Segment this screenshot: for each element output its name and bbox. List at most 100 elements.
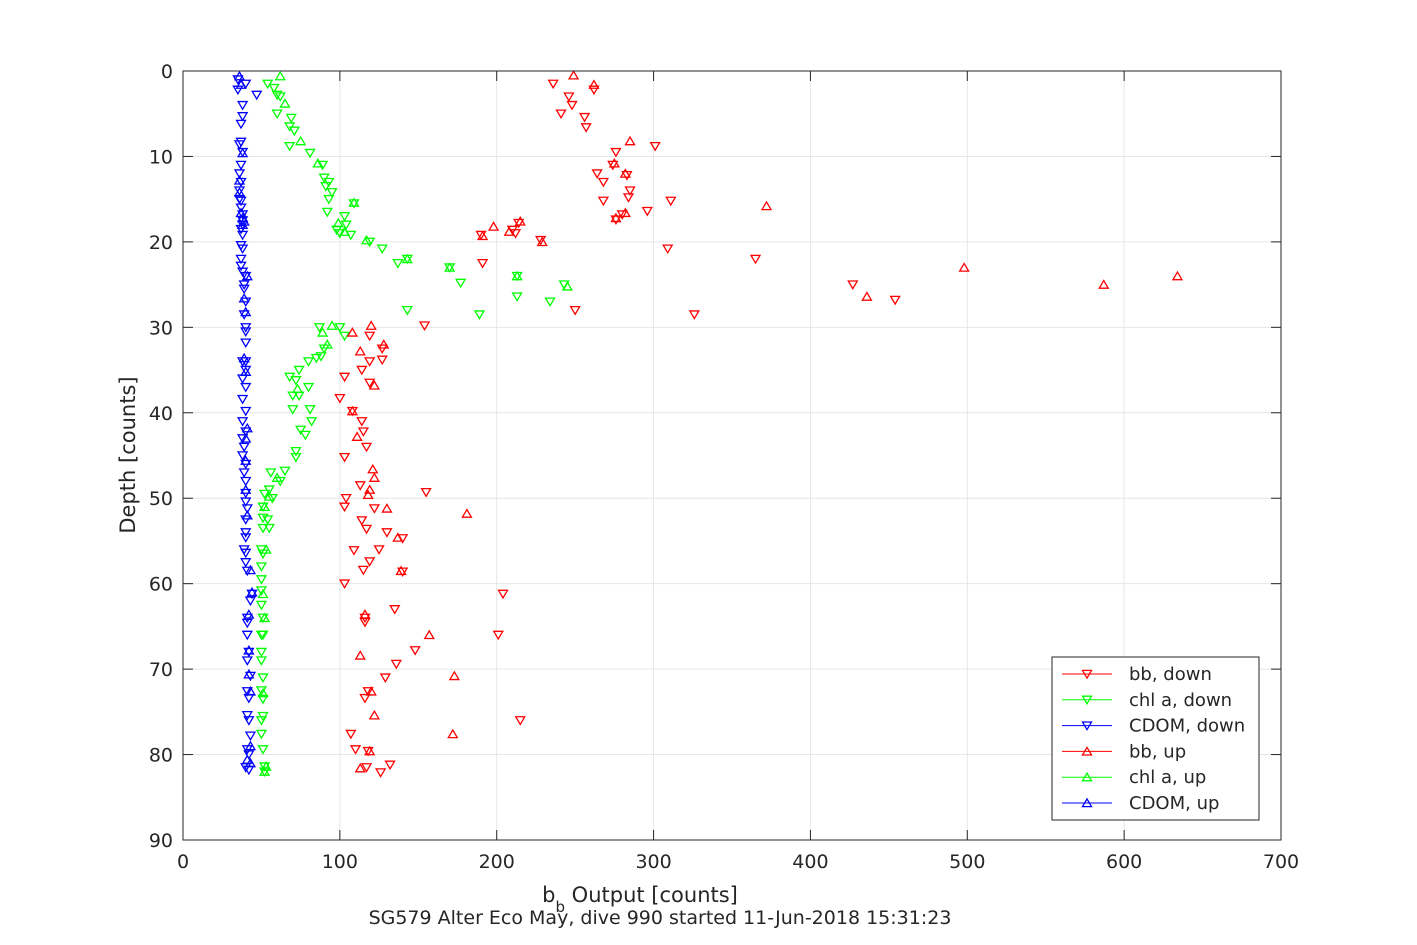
data-point	[315, 352, 327, 362]
data-point	[348, 199, 360, 209]
data-point	[348, 546, 360, 556]
data-point	[233, 169, 246, 179]
data-point	[392, 532, 404, 542]
data-point	[376, 244, 388, 255]
data-point	[340, 220, 352, 231]
data-point	[241, 618, 253, 629]
data-point	[262, 515, 274, 525]
data-point	[354, 650, 366, 660]
data-point	[235, 203, 247, 214]
data-point	[597, 177, 610, 188]
data-point	[389, 605, 401, 615]
data-point	[255, 716, 268, 726]
data-point	[235, 196, 247, 207]
data-point	[610, 212, 622, 223]
data-point	[418, 321, 431, 331]
data-point	[367, 463, 379, 474]
data-point	[244, 731, 257, 742]
legend-item: bb, up	[1062, 741, 1186, 762]
data-point	[760, 200, 773, 211]
data-point	[263, 485, 275, 496]
data-point	[364, 357, 376, 367]
data-point	[619, 207, 631, 218]
y-tick-label: 0	[161, 61, 173, 83]
y-axis-ticks: 0 10 20 30 40 50 60 70 80 90	[149, 61, 1281, 852]
data-point	[243, 668, 255, 679]
data-point	[395, 565, 407, 576]
data-point	[291, 383, 304, 394]
y-tick-label: 80	[149, 745, 173, 767]
data-point	[346, 405, 359, 416]
x-axis-label-subscript: b	[555, 898, 565, 916]
data-point	[240, 484, 252, 494]
data-point	[258, 489, 271, 500]
data-point	[240, 558, 252, 568]
data-point	[279, 98, 291, 108]
data-point	[332, 217, 344, 228]
data-point	[396, 567, 409, 578]
data-point	[265, 468, 277, 478]
y-tick-label: 30	[149, 317, 173, 339]
data-point	[241, 656, 253, 666]
data-point	[257, 523, 269, 534]
data-point	[257, 687, 269, 698]
data-point	[354, 481, 366, 491]
data-point	[591, 169, 603, 179]
data-point	[338, 372, 351, 383]
data-point	[326, 188, 338, 198]
data-point	[279, 466, 291, 477]
data-point	[243, 716, 255, 726]
data-point	[381, 503, 393, 513]
data-point	[381, 528, 393, 538]
legend-item: bb, down	[1062, 664, 1212, 685]
data-point	[622, 193, 635, 203]
data-point	[588, 85, 600, 96]
data-point	[376, 355, 388, 366]
data-point	[360, 524, 373, 535]
data-point	[240, 455, 252, 465]
data-point	[326, 320, 338, 330]
data-point	[334, 394, 346, 404]
data-point	[360, 442, 373, 453]
data-point	[236, 100, 249, 111]
data-point	[241, 422, 253, 433]
data-point	[266, 493, 279, 504]
x-tick-label: 500	[949, 851, 985, 873]
data-point	[321, 339, 333, 349]
data-point	[357, 565, 370, 576]
data-point	[243, 609, 255, 619]
data-point	[566, 100, 578, 111]
data-point	[345, 729, 357, 740]
data-point	[236, 434, 249, 444]
data-point	[360, 763, 373, 773]
data-point	[461, 508, 473, 518]
legend-box	[1051, 656, 1260, 821]
data-point	[302, 357, 315, 367]
series-5	[233, 70, 258, 768]
data-point	[241, 711, 253, 721]
data-point	[473, 310, 486, 320]
data-point	[240, 497, 252, 507]
data-point	[236, 112, 249, 122]
data-point	[662, 244, 674, 255]
legend-label: bb, down	[1129, 664, 1212, 685]
data-point	[240, 271, 252, 282]
data-point	[475, 230, 487, 241]
data-point	[455, 278, 467, 289]
data-point	[889, 295, 901, 306]
data-point	[240, 528, 252, 538]
legend-item: chl a, down	[1062, 690, 1232, 711]
data-point	[338, 226, 351, 236]
data-point	[235, 254, 247, 265]
data-point	[534, 235, 547, 246]
legend-label: CDOM, down	[1129, 716, 1245, 737]
data-point	[243, 750, 255, 760]
data-point	[359, 609, 371, 619]
data-point	[649, 141, 661, 152]
data-point	[511, 292, 523, 302]
data-point	[236, 147, 249, 158]
data-point	[354, 345, 366, 356]
data-point	[555, 109, 567, 120]
data-point	[258, 762, 271, 772]
